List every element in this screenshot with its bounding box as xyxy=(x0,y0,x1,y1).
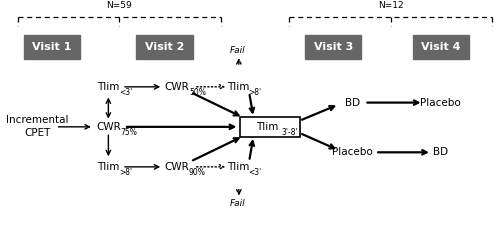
Text: CWR: CWR xyxy=(164,162,189,172)
Text: 50%: 50% xyxy=(189,88,206,97)
Text: 3'-8': 3'-8' xyxy=(282,128,298,137)
Text: Incremental
CPET: Incremental CPET xyxy=(6,115,69,138)
Text: N=59: N=59 xyxy=(106,2,132,11)
Text: <3': <3' xyxy=(119,88,132,97)
FancyBboxPatch shape xyxy=(412,35,469,59)
FancyBboxPatch shape xyxy=(305,35,362,59)
Text: N=12: N=12 xyxy=(378,2,404,11)
Text: Tlim: Tlim xyxy=(226,82,249,92)
Text: CWR: CWR xyxy=(96,122,120,132)
Text: Fail: Fail xyxy=(230,46,246,55)
Text: <3': <3' xyxy=(248,168,262,177)
FancyBboxPatch shape xyxy=(136,35,192,59)
FancyBboxPatch shape xyxy=(240,117,300,137)
Text: Visit 2: Visit 2 xyxy=(145,42,184,52)
Text: Visit 1: Visit 1 xyxy=(32,42,72,52)
Text: 75%: 75% xyxy=(120,128,138,137)
Text: Fail: Fail xyxy=(230,199,246,208)
Text: Tlim: Tlim xyxy=(226,162,249,172)
FancyBboxPatch shape xyxy=(24,35,80,59)
Text: Placebo: Placebo xyxy=(420,98,461,108)
Text: 90%: 90% xyxy=(189,168,206,177)
Text: BD: BD xyxy=(433,147,448,157)
Text: Placebo: Placebo xyxy=(332,147,373,157)
Text: CWR: CWR xyxy=(164,82,189,92)
Text: >8': >8' xyxy=(248,88,262,97)
Text: Visit 4: Visit 4 xyxy=(421,42,461,52)
Text: Tlim: Tlim xyxy=(97,82,120,92)
Text: BD: BD xyxy=(345,98,360,108)
Text: Visit 3: Visit 3 xyxy=(314,42,353,52)
Text: Tlim: Tlim xyxy=(97,162,120,172)
Text: Tlim: Tlim xyxy=(256,122,278,132)
Text: >8': >8' xyxy=(119,168,132,177)
